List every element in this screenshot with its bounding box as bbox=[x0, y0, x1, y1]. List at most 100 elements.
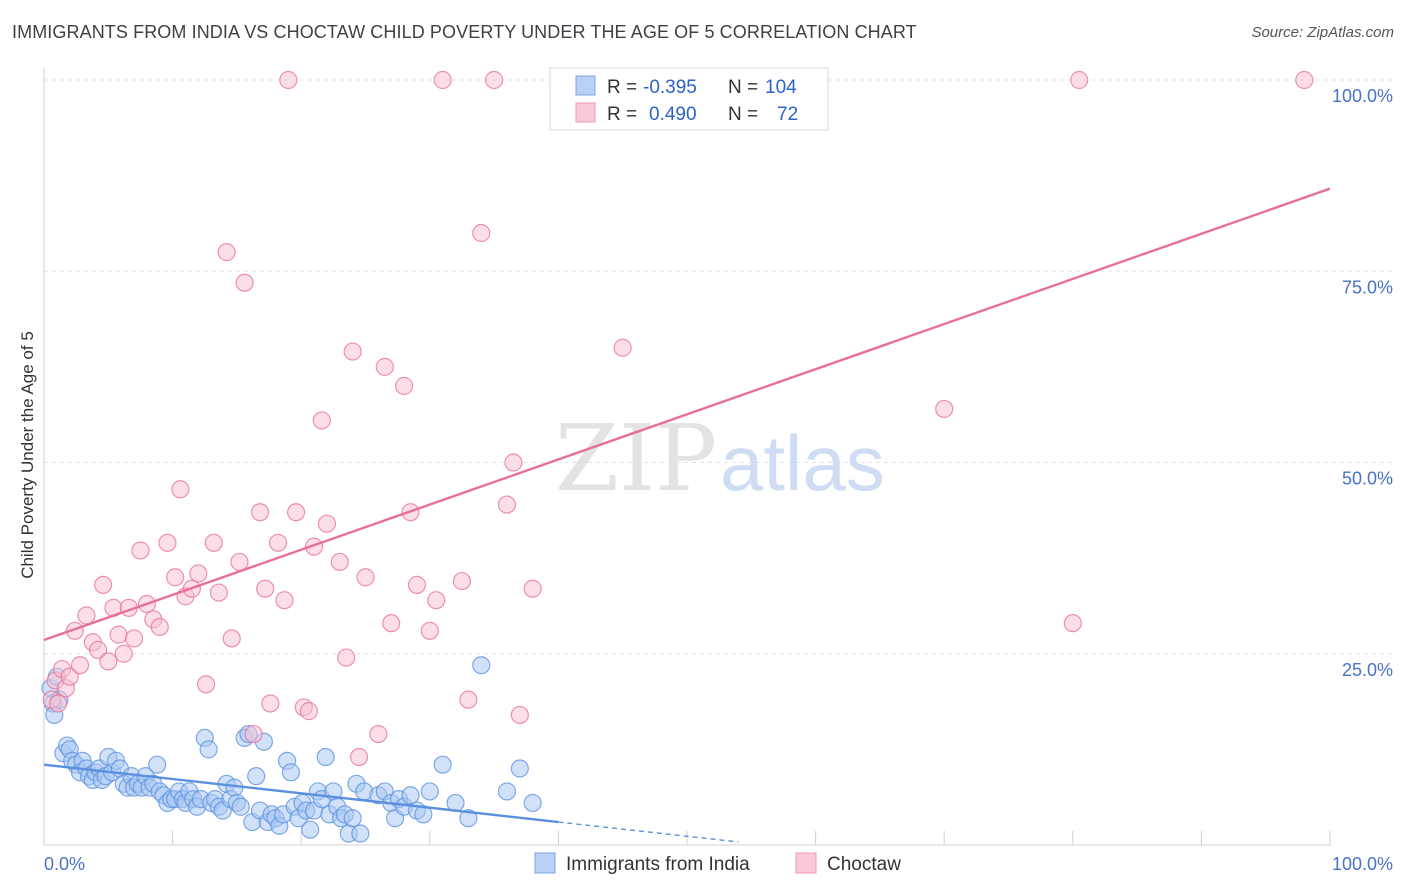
legend-r-value-india: -0.395 bbox=[643, 77, 697, 98]
gridlines bbox=[44, 79, 1392, 655]
choctaw-point-31 bbox=[217, 243, 236, 262]
choctaw-point-73 bbox=[1070, 70, 1089, 90]
india-point-73 bbox=[301, 820, 320, 839]
y-tick-label-2: 75.0% bbox=[1342, 277, 1393, 297]
choctaw-point-5 bbox=[60, 667, 79, 686]
legend-n-label-choctaw: N = bbox=[728, 104, 758, 125]
choctaw-point-41 bbox=[279, 70, 298, 90]
choctaw-point-59 bbox=[420, 621, 439, 640]
choctaw-point-11 bbox=[94, 575, 113, 595]
choctaw-point-64 bbox=[472, 223, 491, 243]
watermark-atlas: atlas bbox=[720, 419, 885, 507]
choctaw-point-12 bbox=[99, 652, 118, 671]
choctaw-point-69 bbox=[523, 579, 542, 598]
choctaw-point-50 bbox=[343, 342, 362, 361]
legend-r-value-choctaw: 0.490 bbox=[649, 104, 697, 125]
india-point-100 bbox=[459, 809, 478, 828]
india-point-102 bbox=[497, 782, 517, 801]
source-label: Source: ZipAtlas.com bbox=[1251, 24, 1394, 41]
choctaw-point-51 bbox=[349, 747, 369, 767]
choctaw-point-72 bbox=[1063, 614, 1082, 633]
legend: R = -0.395 N = 104 R = 0.490 N = 72 bbox=[549, 67, 829, 131]
choctaw-trend-line bbox=[43, 187, 1331, 642]
choctaw-point-18 bbox=[131, 541, 150, 560]
bottom-legend-swatch-choctaw bbox=[795, 852, 817, 874]
choctaw-point-61 bbox=[433, 70, 452, 90]
choctaw-point-47 bbox=[317, 514, 337, 533]
chart-title: IMMIGRANTS FROM INDIA VS CHOCTAW CHILD P… bbox=[12, 22, 917, 42]
legend-swatch-india bbox=[575, 75, 596, 96]
choctaw-point-63 bbox=[459, 690, 478, 709]
series-india-points bbox=[41, 656, 542, 843]
choctaw-point-66 bbox=[497, 495, 517, 514]
choctaw-point-35 bbox=[244, 724, 263, 744]
choctaw-point-74 bbox=[1295, 70, 1314, 90]
choctaw-point-24 bbox=[171, 480, 190, 499]
india-point-55 bbox=[231, 797, 250, 816]
india-trend-line-extension bbox=[558, 821, 739, 843]
choctaw-point-34 bbox=[235, 273, 254, 292]
choctaw-point-23 bbox=[166, 568, 185, 587]
choctaw-point-30 bbox=[209, 583, 228, 602]
bottom-legend-swatch-india bbox=[534, 852, 556, 874]
choctaw-point-54 bbox=[375, 357, 394, 376]
choctaw-point-68 bbox=[510, 705, 529, 725]
choctaw-point-2 bbox=[49, 694, 68, 713]
bottom-legend-label-india: Immigrants from India bbox=[566, 854, 750, 875]
choctaw-point-29 bbox=[204, 533, 223, 552]
choctaw-point-17 bbox=[124, 629, 144, 648]
choctaw-point-65 bbox=[485, 70, 504, 90]
choctaw-point-10 bbox=[88, 640, 108, 660]
choctaw-point-28 bbox=[196, 675, 216, 694]
choctaw-point-33 bbox=[230, 552, 249, 572]
y-tick-label-0: 25.0% bbox=[1342, 660, 1393, 680]
india-point-97 bbox=[420, 782, 439, 801]
tick-labels: 25.0% 50.0% 75.0% 100.0% 0.0% 100.0% bbox=[44, 86, 1393, 874]
legend-n-value-choctaw: 72 bbox=[777, 104, 798, 125]
choctaw-point-56 bbox=[394, 376, 414, 396]
choctaw-point-8 bbox=[77, 606, 96, 625]
india-point-104 bbox=[523, 793, 542, 813]
choctaw-point-42 bbox=[286, 503, 306, 522]
choctaw-point-22 bbox=[158, 533, 177, 552]
india-point-98 bbox=[433, 755, 452, 774]
india-point-59 bbox=[247, 767, 266, 786]
india-point-46 bbox=[199, 740, 218, 759]
choctaw-point-36 bbox=[250, 503, 270, 522]
india-point-94 bbox=[401, 786, 420, 805]
choctaw-point-62 bbox=[452, 571, 472, 591]
bottom-legend: Immigrants from India Choctaw bbox=[534, 852, 901, 875]
watermark: ZIP atlas bbox=[555, 405, 885, 512]
india-point-86 bbox=[351, 824, 370, 843]
legend-r-label-choctaw: R = bbox=[607, 104, 637, 125]
choctaw-point-38 bbox=[261, 694, 280, 713]
india-trend-line bbox=[43, 763, 559, 824]
axes bbox=[43, 68, 1331, 846]
watermark-zip: ZIP bbox=[555, 405, 717, 512]
choctaw-point-32 bbox=[222, 629, 241, 648]
choctaw-point-49 bbox=[337, 648, 356, 667]
india-point-68 bbox=[281, 763, 301, 782]
choctaw-point-39 bbox=[268, 533, 288, 552]
legend-r-label-india: R = bbox=[607, 77, 637, 98]
choctaw-point-37 bbox=[256, 579, 275, 598]
choctaw-point-27 bbox=[189, 564, 208, 583]
legend-n-label-india: N = bbox=[728, 77, 758, 98]
legend-swatch-choctaw bbox=[575, 102, 596, 123]
choctaw-point-70 bbox=[613, 338, 632, 357]
y-axis-title: Child Poverty Under the Age of 5 bbox=[18, 331, 37, 579]
india-point-32 bbox=[148, 755, 167, 774]
y-tick-label-1: 50.0% bbox=[1342, 469, 1393, 489]
choctaw-point-7 bbox=[70, 656, 90, 675]
choctaw-point-71 bbox=[935, 399, 954, 419]
choctaw-point-58 bbox=[407, 575, 427, 595]
choctaw-point-48 bbox=[330, 552, 349, 572]
choctaw-point-60 bbox=[427, 591, 446, 610]
choctaw-point-44 bbox=[299, 702, 319, 721]
choctaw-point-14 bbox=[109, 625, 128, 644]
choctaw-point-21 bbox=[150, 617, 169, 637]
choctaw-point-15 bbox=[114, 644, 133, 663]
choctaw-point-67 bbox=[504, 453, 523, 472]
choctaw-point-55 bbox=[382, 614, 401, 633]
